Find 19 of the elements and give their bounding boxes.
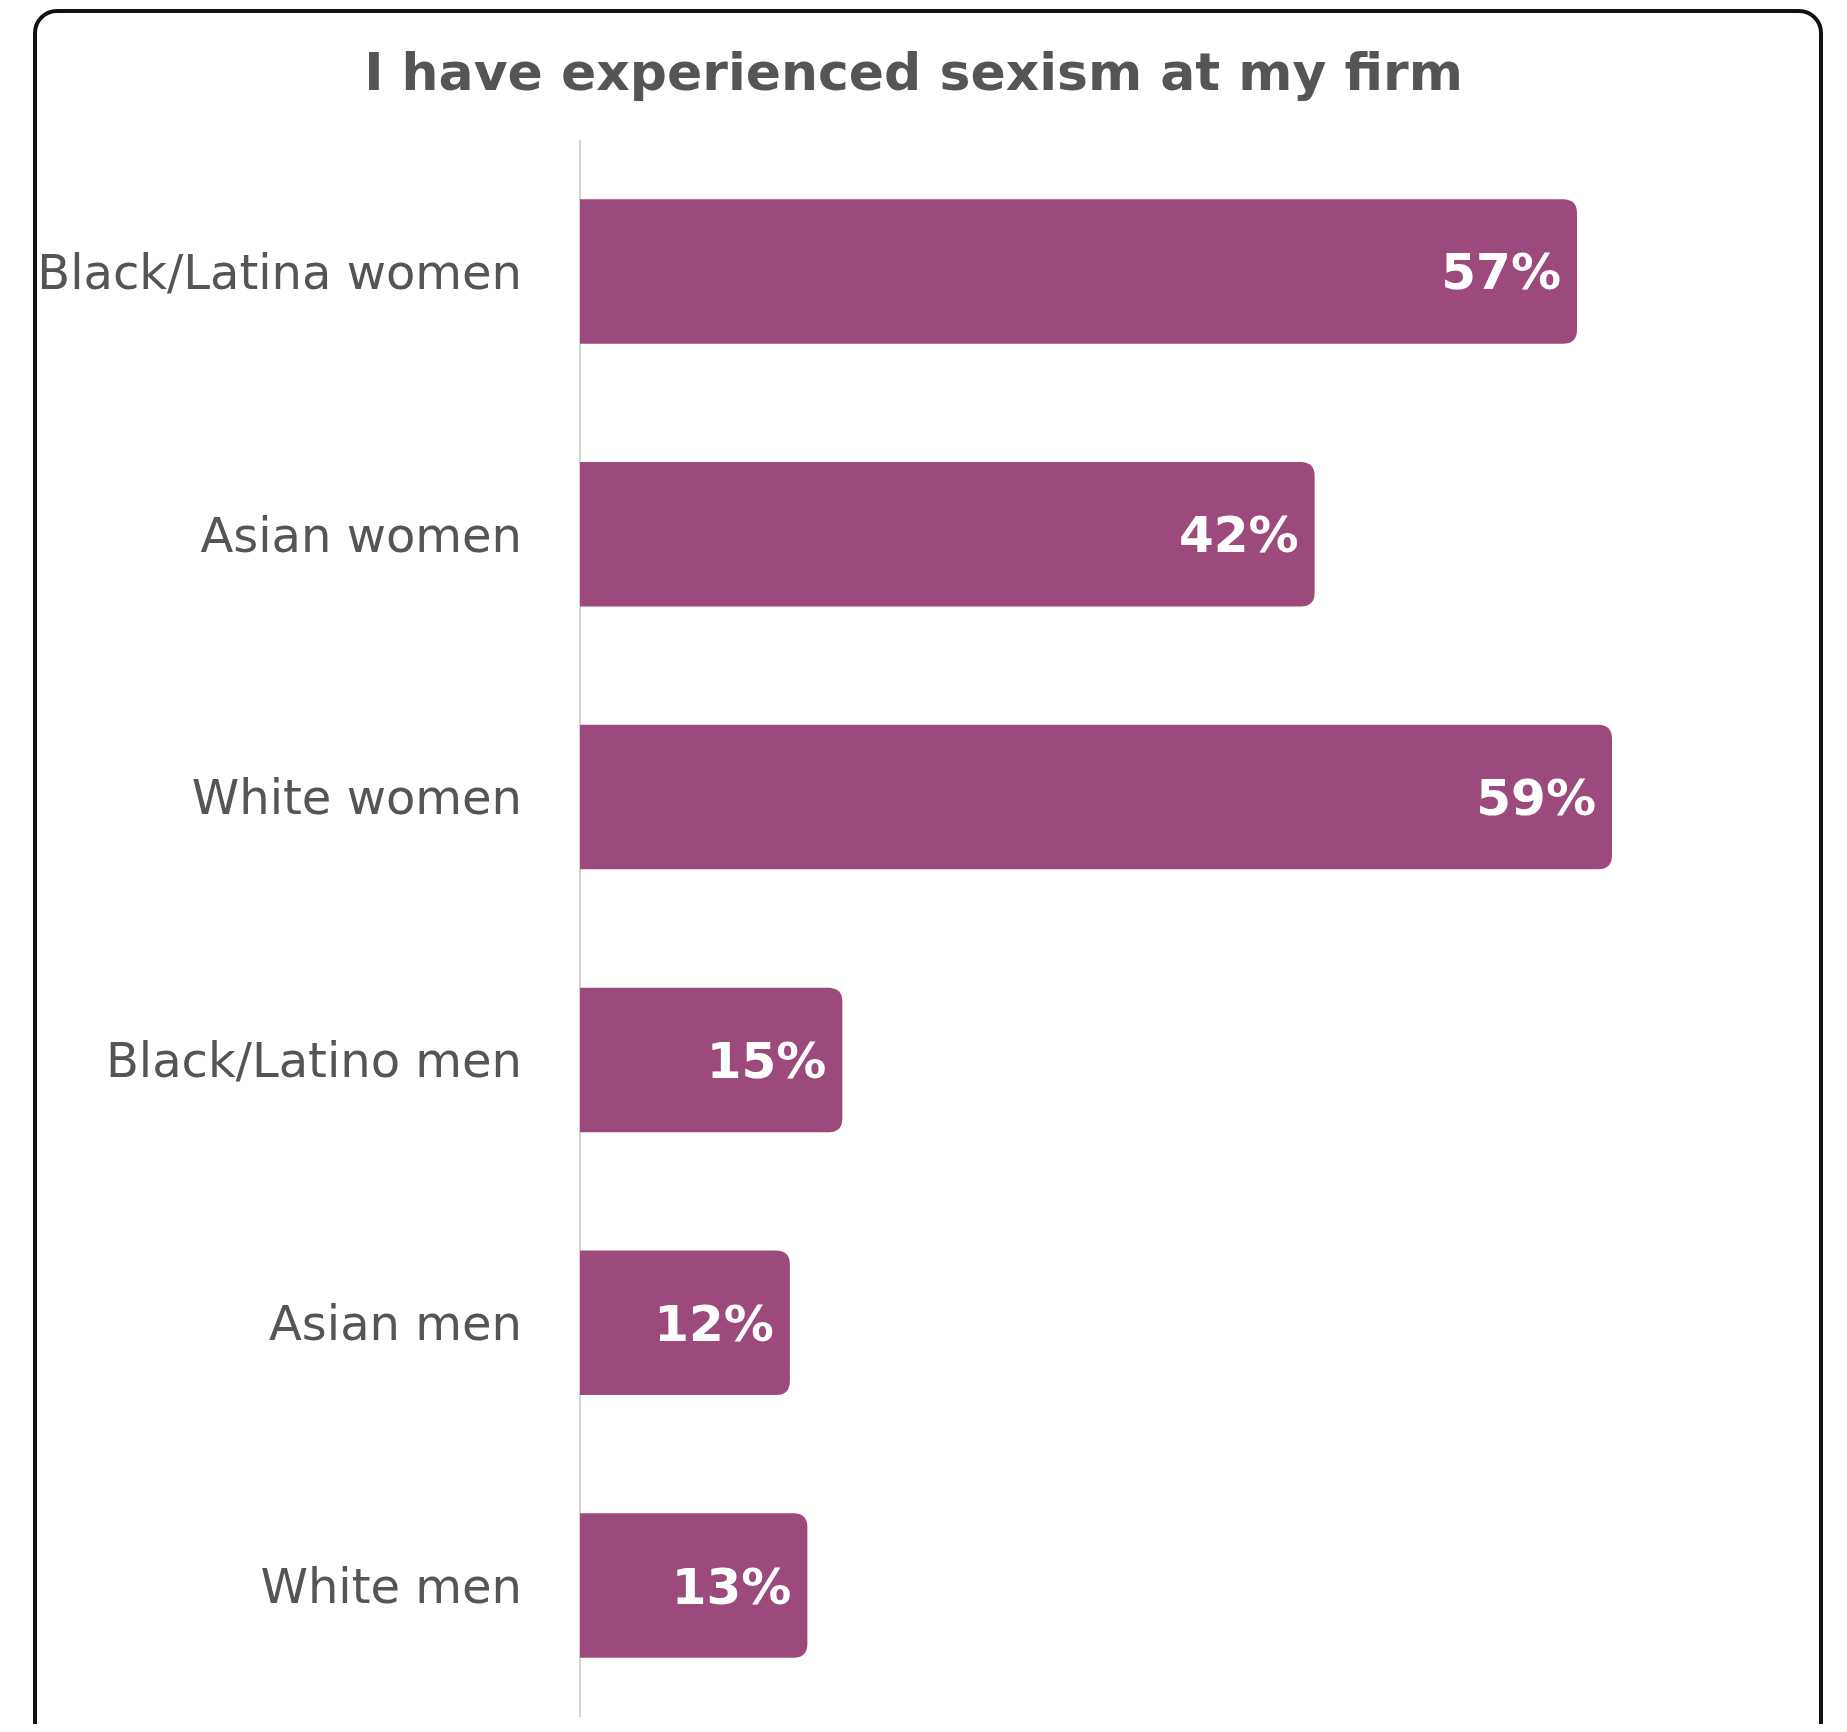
data-label: 42% [1178, 506, 1299, 565]
data-label: 12% [654, 1294, 774, 1353]
data-label: 57% [1441, 243, 1562, 302]
y-tick-label: White women [191, 769, 522, 826]
chart-title: I have experienced sexism at my firm [364, 42, 1463, 102]
y-tick-label: White men [260, 1557, 522, 1614]
data-label: 59% [1476, 769, 1596, 828]
y-tick-label: Asian women [200, 506, 522, 563]
y-tick-label: Black/Latina women [37, 243, 522, 300]
bar [580, 1513, 808, 1658]
data-label: 15% [706, 1031, 827, 1090]
bar [580, 1250, 790, 1396]
y-tick-label: Black/Latino men [105, 1032, 522, 1089]
data-label: 13% [671, 1557, 792, 1616]
bar [580, 461, 1315, 607]
y-tick-label: Asian men [269, 1295, 522, 1352]
bar [580, 987, 843, 1133]
bar [580, 724, 1612, 870]
bar [580, 199, 1578, 344]
